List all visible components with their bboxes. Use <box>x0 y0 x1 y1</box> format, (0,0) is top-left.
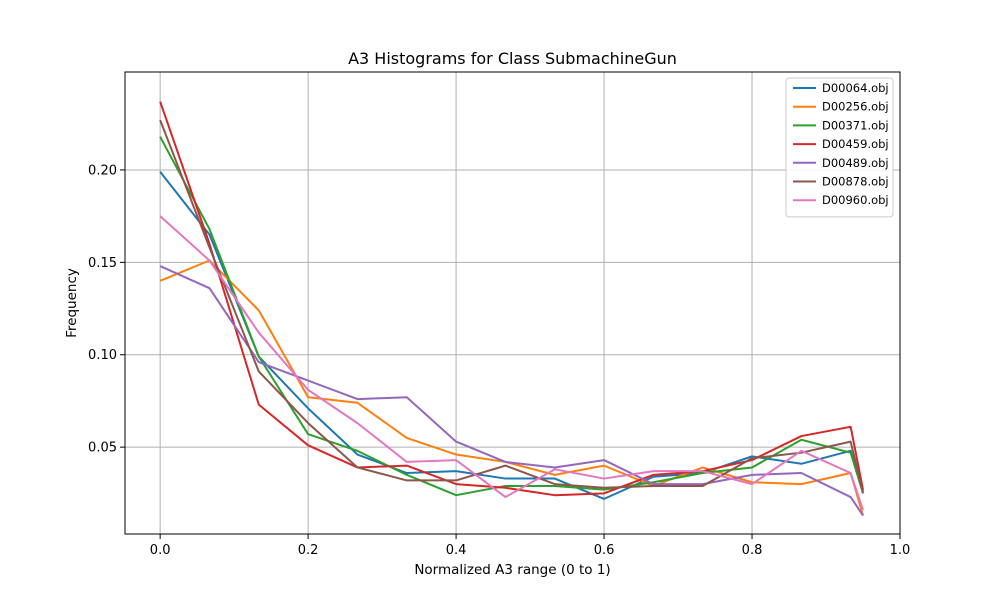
x-axis-label: Normalized A3 range (0 to 1) <box>414 562 610 578</box>
y-tick-label: 0.05 <box>88 441 117 456</box>
series-line-d00878-obj <box>159 119 864 494</box>
chart-title: A3 Histograms for Class SubmachineGun <box>348 49 677 68</box>
series-line-d00459-obj <box>159 101 864 497</box>
x-tick-label: 0.8 <box>742 543 763 558</box>
series-line-d00489-obj <box>159 265 864 517</box>
legend-label: D00960.obj <box>822 193 889 207</box>
x-tick-label: 1.0 <box>890 543 911 558</box>
y-tick-label: 0.15 <box>88 256 117 271</box>
y-tick-label: 0.20 <box>88 163 117 178</box>
legend: D00064.obj D00256.obj D00371.obj D00459.obj… <box>785 77 894 218</box>
x-tick-label: 0.4 <box>446 543 467 558</box>
x-tick-label: 0.0 <box>150 543 171 558</box>
axis-ticks: 0.0 0.2 0.4 0.6 0.8 1.0 0.05 0.10 0.15 0.20 <box>88 163 910 558</box>
x-tick-label: 0.6 <box>594 543 615 558</box>
y-axis-label: Frequency <box>64 268 80 338</box>
legend-label: D00256.obj <box>822 100 889 114</box>
series-line-d00371-obj <box>159 136 864 497</box>
series-line-d00960-obj <box>159 215 864 511</box>
legend-label: D00371.obj <box>822 118 889 132</box>
plot-frame <box>124 71 901 535</box>
legend-label: D00064.obj <box>822 81 889 95</box>
plot-lines <box>159 101 864 517</box>
x-tick-label: 0.2 <box>298 543 319 558</box>
y-tick-label: 0.10 <box>88 348 117 363</box>
legend-label: D00459.obj <box>822 137 889 151</box>
legend-label: D00489.obj <box>822 156 889 170</box>
series-line-d00064-obj <box>159 171 864 500</box>
series-line-d00256-obj <box>159 259 864 516</box>
legend-label: D00878.obj <box>822 175 889 189</box>
